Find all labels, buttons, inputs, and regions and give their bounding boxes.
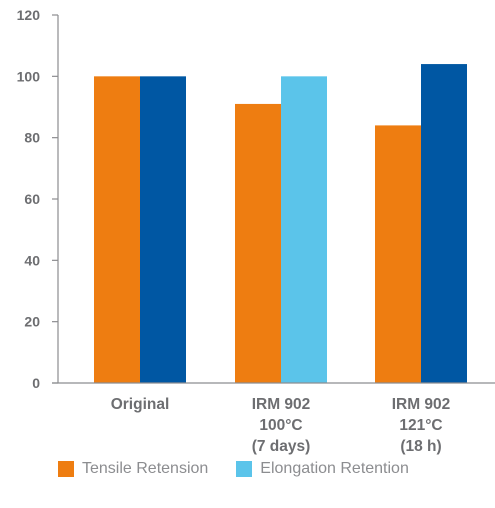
bar-tensile-2 — [375, 125, 421, 384]
legend-item-elongation: Elongation Retention — [236, 460, 409, 478]
x-axis: Original IRM 902 100°C (7 days) IRM 902 121°C… — [52, 382, 495, 455]
x-category-label: 100°C — [259, 417, 302, 434]
legend-label-tensile: Tensile Retension — [82, 460, 209, 477]
bar-elongation-1 — [281, 76, 327, 383]
bars-group — [94, 64, 467, 384]
y-tick-label: 0 — [32, 375, 40, 391]
x-category-label: Original — [111, 396, 170, 413]
legend-item-tensile: Tensile Retension — [58, 460, 208, 478]
bar-chart: 0 20 40 60 80 100 120 Original IRM 902 100°C (7 d… — [17, 7, 495, 455]
legend: Tensile Retension Elongation Retention — [58, 458, 409, 480]
y-tick-label: 120 — [17, 7, 41, 23]
x-category-label: 121°C — [399, 417, 442, 434]
x-category-label: (7 days) — [252, 438, 311, 455]
y-tick-label: 60 — [24, 191, 40, 207]
bar-elongation-0 — [140, 76, 186, 383]
legend-label-elongation: Elongation Retention — [260, 460, 409, 477]
y-tick-label: 40 — [24, 252, 40, 268]
x-category-label: IRM 902 — [252, 396, 311, 413]
y-tick-label: 100 — [17, 68, 41, 84]
bar-tensile-0 — [94, 76, 140, 383]
y-tick-label: 20 — [24, 314, 40, 330]
legend-swatch-elongation — [236, 461, 253, 477]
bar-elongation-2 — [421, 64, 467, 384]
legend-swatch-tensile — [58, 461, 74, 477]
bar-tensile-1 — [235, 103, 281, 383]
y-axis: 0 20 40 60 80 100 120 — [17, 7, 59, 391]
x-category-label: IRM 902 — [392, 396, 451, 413]
y-tick-label: 80 — [24, 130, 40, 146]
x-category-label: (18 h) — [400, 438, 441, 455]
